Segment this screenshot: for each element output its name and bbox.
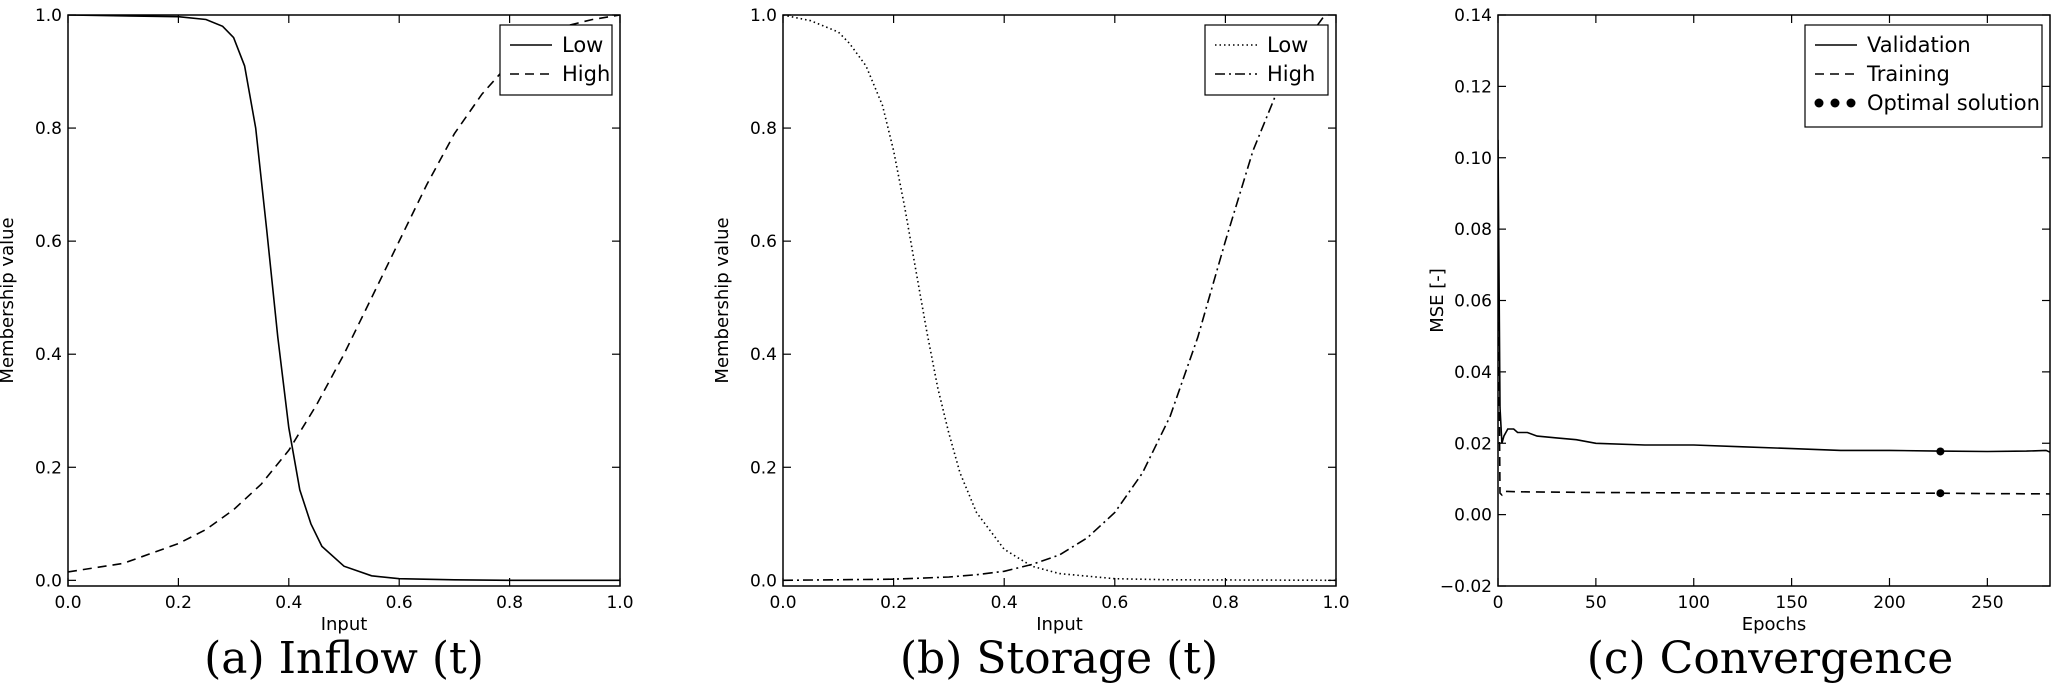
y-axis-label: MSE [-]: [1427, 268, 1448, 333]
series-line-high: [68, 15, 620, 573]
x-tick-label: 50: [1585, 593, 1607, 613]
legend-label: High: [1267, 62, 1315, 86]
legend-marker: [1830, 98, 1840, 108]
panel-caption: (a) Inflow (t): [204, 633, 484, 684]
x-tick-label: 0.6: [1101, 593, 1128, 613]
chart-panel-1: 0.0 0.2 0.4 0.6 0.8 1.0 0.0 0.2 0.4 0.6 0.8 1.0 Inpu…: [0, 6, 634, 684]
legend: Validation Training Optimal solution: [1804, 24, 2043, 128]
x-tick-label: 1.0: [1322, 593, 1349, 613]
x-axis-label: Epochs: [1742, 614, 1807, 635]
legend-label: Validation: [1867, 33, 1971, 57]
x-tick-label: 0.2: [880, 593, 907, 613]
y-tick-label: 1.0: [750, 6, 777, 26]
panel-caption: (b) Storage (t): [900, 633, 1218, 684]
legend-marker: [1814, 98, 1824, 108]
y-tick-label: 0.4: [750, 345, 777, 365]
legend-box: [1804, 24, 2043, 128]
y-tick-label: 0.8: [35, 119, 62, 139]
legend-box: [499, 24, 613, 96]
legend-label: Training: [1866, 62, 1950, 86]
x-tick-label: 0.0: [769, 593, 796, 613]
legend-box: [1204, 24, 1329, 96]
x-tick-label: 0.6: [386, 593, 413, 613]
x-tick-label: 0.8: [496, 593, 523, 613]
x-tick-label: 0.4: [991, 593, 1018, 613]
legend-label: Low: [562, 33, 603, 57]
series-line-validation: [1498, 139, 2050, 453]
y-tick-label: 0.14: [1454, 6, 1492, 26]
y-tick-label: 0.8: [750, 119, 777, 139]
y-tick-label: 0.02: [1454, 434, 1492, 454]
y-tick-label: 0.04: [1454, 363, 1492, 383]
y-tick-label: 0.0: [750, 571, 777, 591]
y-axis-label: Membership value: [712, 217, 733, 383]
series-line-training: [1498, 246, 2050, 497]
x-tick-label: 200: [1873, 593, 1905, 613]
y-tick-label: 0.06: [1454, 292, 1492, 312]
y-tick-label: 1.0: [35, 6, 62, 26]
legend-label: Low: [1267, 33, 1308, 57]
y-tick-label: 0.00: [1454, 506, 1492, 526]
axes-frame: [782, 14, 1337, 587]
y-tick-label: 0.0: [35, 571, 62, 591]
x-tick-label: 0.0: [54, 593, 81, 613]
series-line-low: [783, 15, 1336, 582]
legend: Low High: [499, 24, 613, 96]
axes-frame: [67, 14, 621, 587]
x-axis-label: Input: [1036, 614, 1083, 635]
y-tick-label: 0.2: [750, 458, 777, 478]
x-tick-label: 0.2: [165, 593, 192, 613]
x-tick-label: 1.0: [606, 593, 633, 613]
x-tick-label: 100: [1678, 593, 1710, 613]
legend: Low High: [1204, 24, 1329, 96]
chart-panel-3: 0 50 100 150 200 250 −0.02 0.00 0.02 0.04 0.06 0.08…: [1427, 6, 2051, 684]
x-tick-label: 0: [1493, 593, 1504, 613]
series-line-high: [783, 15, 1326, 582]
legend-label: Optimal solution: [1867, 91, 2040, 115]
legend-label: High: [562, 62, 610, 86]
optimal-solution-marker: [1936, 489, 1945, 498]
y-tick-label: 0.2: [35, 458, 62, 478]
y-axis-label: Membership value: [0, 217, 18, 383]
y-tick-label: 0.4: [35, 345, 62, 365]
series-line-low: [68, 15, 620, 582]
x-axis-label: Input: [321, 614, 368, 635]
y-tick-label: −0.02: [1440, 577, 1492, 597]
optimal-solution-marker: [1936, 447, 1945, 456]
panel-caption: (c) Convergence: [1587, 633, 1954, 684]
x-tick-label: 250: [1971, 593, 2003, 613]
legend-marker: [1846, 98, 1856, 108]
y-tick-label: 0.6: [35, 232, 62, 252]
x-tick-label: 0.8: [1212, 593, 1239, 613]
x-tick-label: 0.4: [275, 593, 302, 613]
chart-panel-2: 0.0 0.2 0.4 0.6 0.8 1.0 0.0 0.2 0.4 0.6 0.8 1.0 Inpu…: [712, 6, 1350, 684]
y-tick-label: 0.08: [1454, 220, 1492, 240]
y-tick-label: 0.10: [1454, 149, 1492, 169]
y-tick-label: 0.6: [750, 232, 777, 252]
y-tick-label: 0.12: [1454, 77, 1492, 97]
x-tick-label: 150: [1775, 593, 1807, 613]
